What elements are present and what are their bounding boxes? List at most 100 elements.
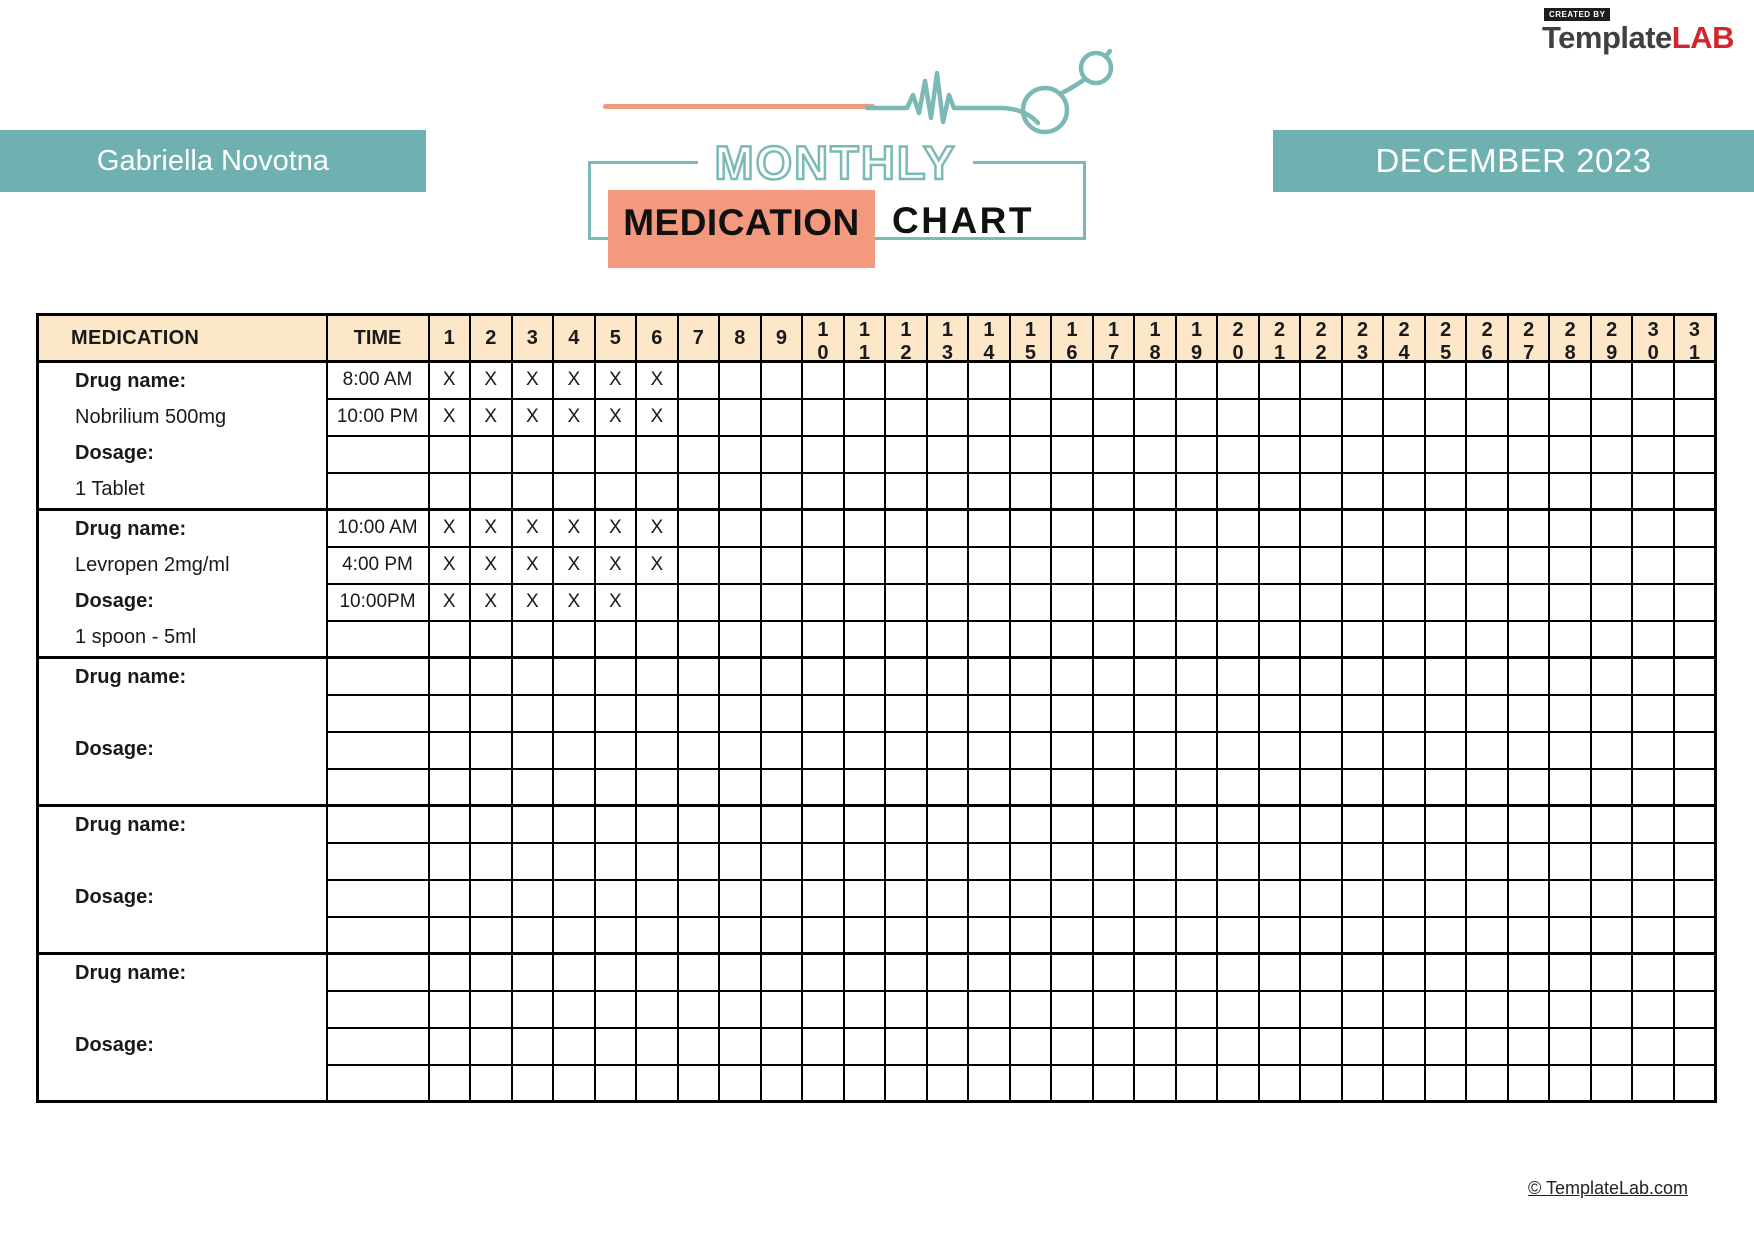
medication-field[interactable]: Drug name: Dosage: [36,804,328,955]
day-cell[interactable] [427,804,472,844]
day-cell[interactable] [967,471,1011,511]
day-cell[interactable] [1631,545,1675,585]
day-cell[interactable] [469,1063,513,1103]
day-cell[interactable] [1257,952,1302,992]
day-cell[interactable] [1216,952,1260,992]
day-cell[interactable] [1008,730,1053,770]
day-cell[interactable] [1133,915,1177,955]
day-cell[interactable] [1672,1026,1717,1066]
day-cell[interactable] [967,397,1011,437]
day-cell[interactable] [1465,767,1509,807]
day-cell[interactable] [1589,508,1634,548]
day-cell[interactable] [1091,804,1136,844]
day-cell[interactable] [1548,471,1592,511]
day-cell[interactable] [759,582,804,622]
day-cell[interactable] [1257,730,1302,770]
day-cell[interactable] [1631,1063,1675,1103]
day-cell[interactable] [1091,471,1136,511]
day-cell[interactable] [718,693,762,733]
day-cell[interactable] [1465,397,1509,437]
day-cell[interactable] [801,989,845,1029]
day-cell[interactable] [1299,582,1343,622]
day-cell[interactable]: X [469,397,513,437]
day-cell[interactable] [1506,508,1551,548]
day-cell[interactable]: X [593,582,638,622]
day-cell[interactable] [1091,397,1136,437]
day-cell[interactable] [1299,397,1343,437]
day-cell[interactable] [925,878,970,918]
day-cell[interactable] [967,1063,1011,1103]
day-cell[interactable] [1548,841,1592,881]
day-cell[interactable] [1216,878,1260,918]
day-cell[interactable] [1174,804,1219,844]
day-cell[interactable] [1174,508,1219,548]
day-cell[interactable] [1631,841,1675,881]
day-cell[interactable] [1506,804,1551,844]
day-cell[interactable] [1299,360,1343,400]
day-cell[interactable] [427,767,472,807]
day-cell[interactable] [1091,656,1136,696]
day-cell[interactable]: X [469,545,513,585]
day-cell[interactable] [676,471,721,511]
day-cell[interactable] [718,434,762,474]
day-cell[interactable] [1382,767,1426,807]
day-cell[interactable] [1050,397,1094,437]
day-cell[interactable] [1008,693,1053,733]
day-cell[interactable] [1672,989,1717,1029]
day-cell[interactable]: X [593,545,638,585]
day-cell[interactable] [1506,693,1551,733]
day-cell[interactable] [1216,989,1260,1029]
day-cell[interactable] [1091,841,1136,881]
time-cell[interactable]: 10:00PM [325,582,430,622]
day-cell[interactable] [552,656,596,696]
day-cell[interactable] [925,1026,970,1066]
day-cell[interactable] [1548,952,1592,992]
day-cell[interactable] [1672,471,1717,511]
day-cell[interactable] [925,915,970,955]
day-cell[interactable] [1382,952,1426,992]
day-cell[interactable] [1340,841,1385,881]
day-cell[interactable] [1423,989,1468,1029]
day-cell[interactable] [1548,434,1592,474]
day-cell[interactable] [1216,1026,1260,1066]
day-cell[interactable] [884,952,928,992]
day-cell[interactable] [1506,730,1551,770]
day-cell[interactable] [1216,915,1260,955]
day-cell[interactable] [718,1063,762,1103]
day-cell[interactable] [759,619,804,659]
day-cell[interactable] [1589,878,1634,918]
day-cell[interactable] [1589,730,1634,770]
day-cell[interactable]: X [469,360,513,400]
day-cell[interactable] [1050,582,1094,622]
day-cell[interactable] [427,619,472,659]
time-cell[interactable] [325,804,430,844]
day-cell[interactable]: X [427,397,472,437]
day-cell[interactable] [1216,767,1260,807]
day-cell[interactable] [1548,915,1592,955]
day-cell[interactable] [801,841,845,881]
day-cell[interactable] [1299,878,1343,918]
day-cell[interactable] [676,397,721,437]
day-cell[interactable] [1216,508,1260,548]
day-cell[interactable] [593,619,638,659]
day-cell[interactable] [635,767,679,807]
day-cell[interactable] [1423,841,1468,881]
day-cell[interactable] [925,360,970,400]
day-cell[interactable] [510,767,555,807]
day-cell[interactable]: X [593,397,638,437]
day-cell[interactable] [1465,730,1509,770]
time-cell[interactable] [325,915,430,955]
day-cell[interactable] [510,989,555,1029]
day-cell[interactable] [1299,1063,1343,1103]
day-cell[interactable] [1091,989,1136,1029]
day-cell[interactable] [1133,1026,1177,1066]
day-cell[interactable] [1589,397,1634,437]
day-cell[interactable] [884,767,928,807]
day-cell[interactable] [1008,397,1053,437]
day-cell[interactable] [593,767,638,807]
day-cell[interactable]: X [552,360,596,400]
day-cell[interactable] [718,1026,762,1066]
medication-field[interactable]: Drug name: Dosage: [36,952,328,1103]
day-cell[interactable] [1631,952,1675,992]
day-cell[interactable] [718,989,762,1029]
